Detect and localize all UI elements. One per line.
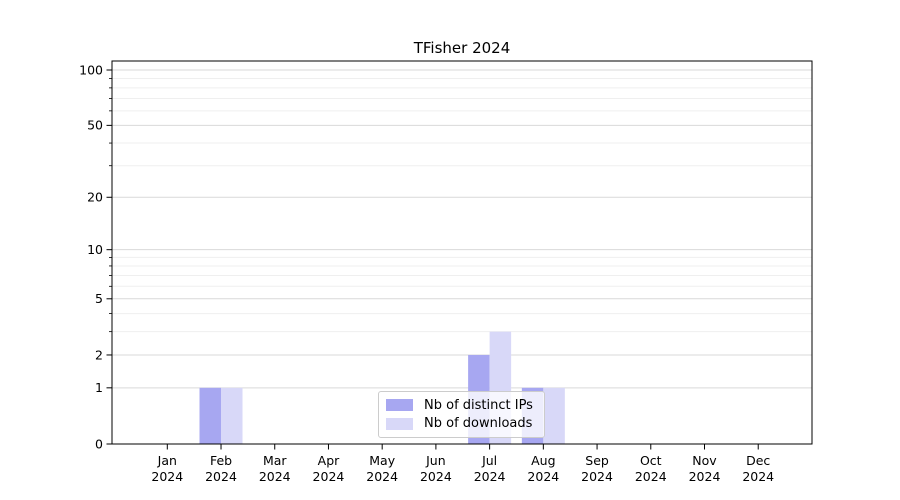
x-tick-label-month: Dec: [746, 453, 770, 468]
bar: [221, 387, 243, 444]
plot-frame: [111, 60, 813, 445]
y-tick-label: 100: [79, 62, 103, 77]
x-tick-label-year: 2024: [313, 469, 345, 484]
x-tick-label-month: Jul: [481, 453, 497, 468]
y-tick-label: 50: [87, 118, 103, 133]
legend-swatch-distinct-ips: [386, 399, 413, 412]
y-tick-label: 5: [95, 291, 103, 306]
x-tick-label-year: 2024: [689, 469, 721, 484]
legend-label-distinct-ips: Nb of distinct IPs: [424, 397, 533, 413]
legend-item-distinct-ips: Nb of distinct IPs: [386, 398, 537, 413]
x-tick-label-month: Oct: [640, 453, 662, 468]
y-tick-label: 0: [95, 436, 103, 451]
x-tick-label-year: 2024: [259, 469, 291, 484]
x-tick-label-month: Nov: [692, 453, 717, 468]
x-tick-label-month: May: [369, 453, 395, 468]
legend-swatch-downloads: [386, 417, 413, 430]
x-tick-label-month: Jan: [157, 453, 177, 468]
x-tick-label-year: 2024: [742, 469, 774, 484]
legend-label-downloads: Nb of downloads: [424, 416, 533, 432]
y-tick-label: 10: [87, 242, 103, 257]
x-tick-label-month: Mar: [263, 453, 287, 468]
x-tick-label-year: 2024: [151, 469, 183, 484]
y-tick-label: 2: [95, 347, 103, 362]
x-tick-label-year: 2024: [581, 469, 613, 484]
x-tick-label-year: 2024: [420, 469, 452, 484]
legend: Nb of distinct IPs Nb of downloads: [378, 391, 545, 438]
bar: [199, 387, 222, 444]
bar: [543, 387, 565, 444]
chart-title: TFisher 2024: [413, 39, 511, 57]
legend-item-downloads: Nb of downloads: [386, 416, 537, 431]
x-tick-label-month: Feb: [210, 453, 232, 468]
x-tick-label-year: 2024: [527, 469, 559, 484]
x-tick-label-month: Apr: [318, 453, 340, 468]
x-tick-label-year: 2024: [635, 469, 667, 484]
x-tick-label-month: Aug: [531, 453, 555, 468]
y-tick-label: 20: [87, 190, 103, 205]
y-tick-label: 1: [95, 380, 103, 395]
x-tick-label-year: 2024: [474, 469, 506, 484]
x-tick-label-year: 2024: [205, 469, 237, 484]
x-tick-label-month: Sep: [585, 453, 609, 468]
x-tick-label-year: 2024: [366, 469, 398, 484]
x-tick-label-month: Jun: [425, 453, 446, 468]
